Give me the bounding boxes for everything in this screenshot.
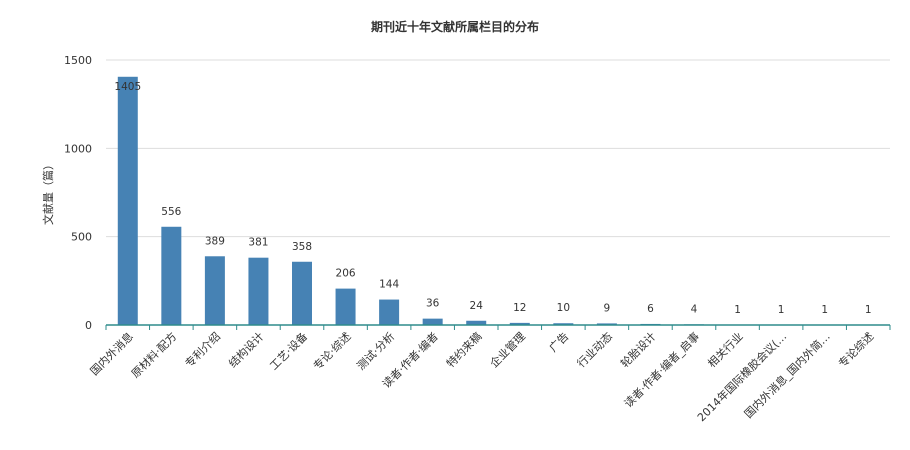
x-tick-label: 结构设计 (226, 329, 267, 370)
bar (466, 320, 487, 325)
bars (117, 76, 879, 326)
x-tick-label: 广告 (547, 330, 572, 355)
x-tick-label: 专论·综述 (310, 329, 353, 372)
data-label: 1 (734, 304, 741, 316)
x-tick-label: 行业动态 (575, 330, 615, 370)
x-tick-label: 专利介绍 (182, 329, 223, 370)
data-label: 381 (248, 237, 268, 249)
bar (117, 76, 138, 326)
bar (379, 299, 400, 325)
data-label: 24 (470, 300, 484, 312)
data-label: 4 (691, 303, 698, 315)
data-label: 9 (604, 302, 611, 314)
bar (292, 261, 312, 325)
bar (596, 323, 617, 325)
x-tick-label: 工艺·设备 (267, 329, 310, 372)
x-tick-label: 相关行业 (705, 329, 746, 370)
bar (204, 256, 225, 325)
data-label: 1405 (114, 81, 141, 93)
y-axis-label: 文献量（篇） (41, 159, 55, 225)
chart-title: 期刊近十年文献所属栏目的分布 (371, 19, 539, 34)
data-label: 556 (161, 206, 181, 218)
bar (422, 318, 443, 325)
data-label: 206 (336, 268, 356, 280)
x-tick-label: 专论综述 (835, 329, 876, 370)
data-label: 6 (647, 303, 654, 315)
x-tick-label: 读者·作者·编者_启事 (621, 329, 702, 410)
x-tick-label: 测试·分析 (354, 329, 397, 372)
x-tick-label: 特约来稿 (443, 329, 484, 370)
x-tick-label: 2014年国际橡胶会议(… (694, 329, 789, 424)
y-tick-label: 1000 (64, 142, 92, 155)
data-label: 12 (513, 302, 526, 314)
gridlines (106, 59, 890, 238)
bar (335, 288, 356, 325)
data-label: 10 (557, 302, 570, 314)
bar (553, 323, 574, 325)
data-label: 1 (865, 304, 872, 316)
y-axis-ticks: 0 500 1000 1500 (64, 54, 92, 332)
x-tick-label: 轮胎设计 (618, 329, 659, 370)
data-labels: 1405 556 389 381 358 206 144 36 24 12 10 9 6 4 1 1 1 1 (114, 81, 871, 316)
bar (248, 257, 269, 325)
bar (161, 226, 182, 325)
y-tick-label: 0 (85, 319, 92, 332)
y-tick-label: 500 (71, 231, 92, 244)
x-tick-label: 原材料·配方 (128, 329, 179, 380)
y-tick-label: 1500 (64, 54, 92, 67)
data-label: 1 (778, 304, 785, 316)
x-tick-label: 国内外消息_国内外简… (741, 329, 833, 421)
data-label: 389 (205, 235, 225, 247)
x-tick-label: 企业管理 (487, 329, 528, 370)
data-label: 1 (821, 304, 828, 316)
data-label: 144 (379, 279, 399, 291)
bar (509, 322, 530, 325)
x-axis (105, 324, 891, 330)
data-label: 36 (426, 298, 440, 310)
data-label: 358 (292, 241, 312, 253)
